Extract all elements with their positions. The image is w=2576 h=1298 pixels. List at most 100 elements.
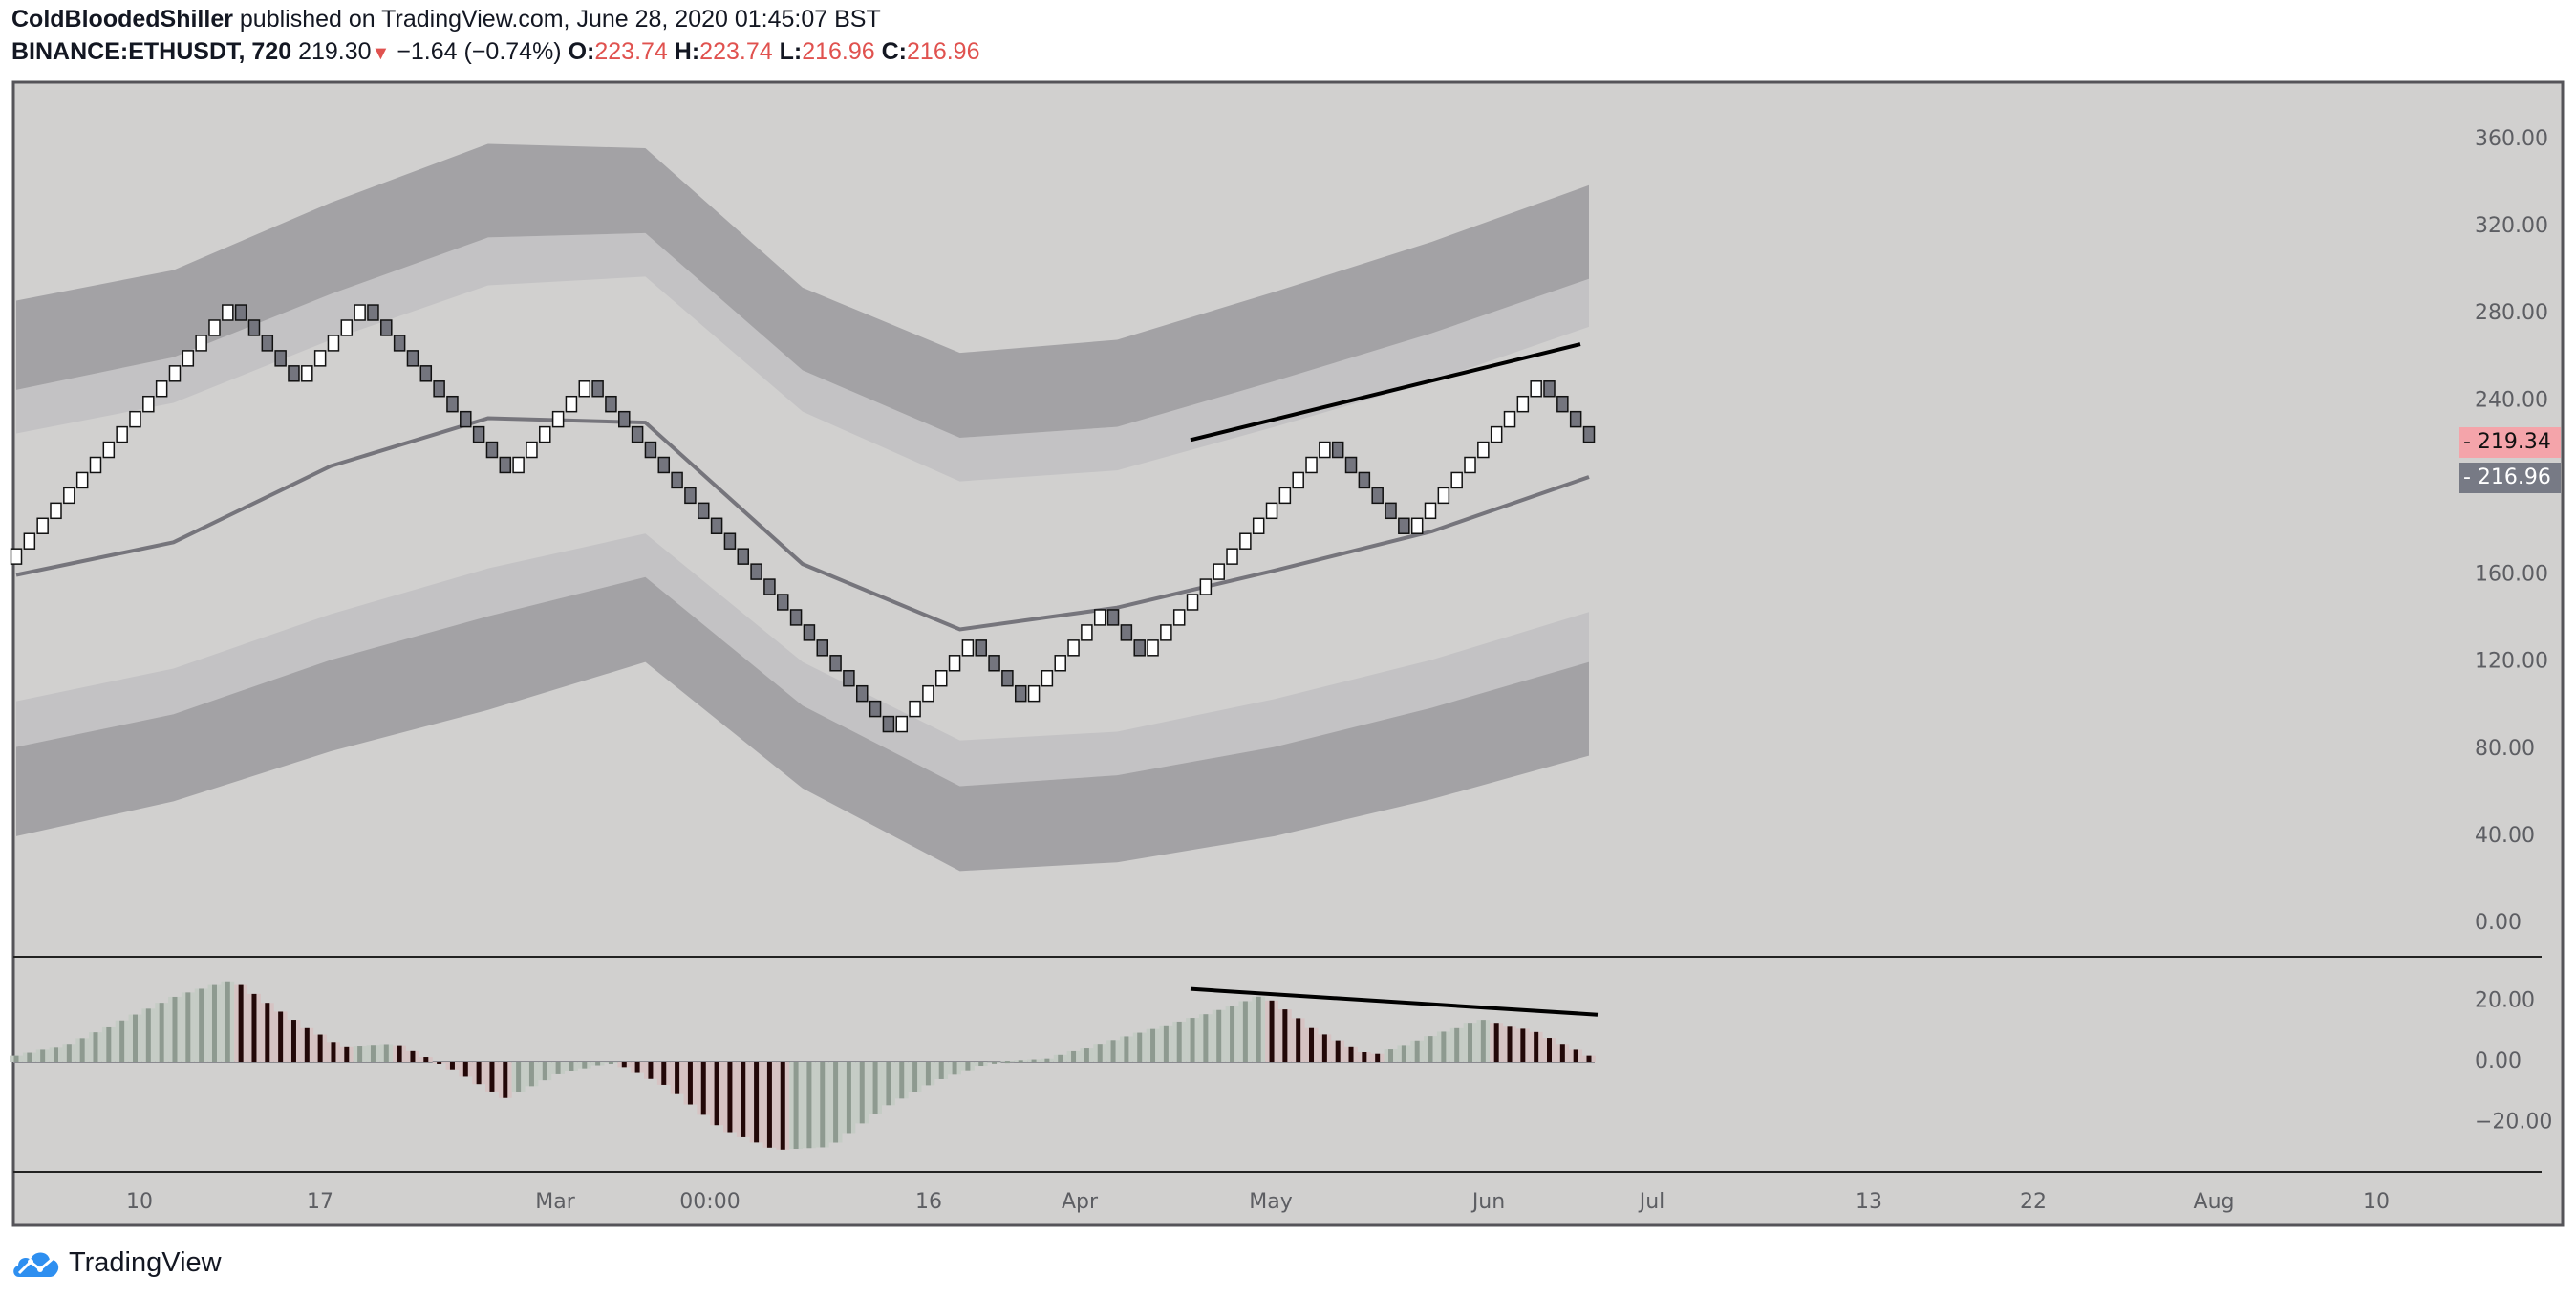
bull-brick (89, 456, 102, 474)
bull-brick (1081, 624, 1093, 641)
histogram-bar (992, 1061, 998, 1064)
bear-brick (657, 456, 671, 474)
histogram-bar (1203, 1014, 1209, 1062)
price-tag-bg (2459, 463, 2561, 493)
bull-brick (222, 304, 234, 321)
histogram-bar (489, 1062, 495, 1092)
bull-brick (1093, 609, 1106, 626)
bull-brick (1226, 548, 1238, 565)
bear-brick (380, 319, 393, 336)
histogram-bar (1348, 1046, 1354, 1062)
lower-outer-band (16, 576, 1589, 872)
histogram-bar (899, 1062, 905, 1099)
bull-brick (1464, 456, 1476, 474)
histogram-bar (1004, 1061, 1010, 1064)
histogram-bar (1256, 996, 1261, 1062)
bull-brick (50, 502, 62, 520)
bear-brick (605, 395, 617, 413)
histogram-bar (331, 1042, 336, 1062)
author-name[interactable]: ColdBloodedShiller (11, 6, 233, 32)
bear-brick (723, 532, 737, 550)
histogram-bar (925, 1062, 931, 1086)
histogram-bar (542, 1062, 547, 1081)
histogram-bar (1163, 1025, 1169, 1062)
bear-brick (1133, 639, 1146, 657)
histogram-bar (886, 1062, 891, 1106)
histogram-bar (1031, 1059, 1037, 1062)
bull-brick (512, 456, 525, 474)
histogram-bar (516, 1062, 522, 1092)
bear-brick (419, 365, 433, 382)
bull-brick (1252, 517, 1265, 534)
bear-brick (1398, 517, 1410, 534)
histogram-bar (119, 1020, 125, 1062)
bull-brick (1450, 471, 1463, 489)
histogram-bar (806, 1062, 812, 1149)
bull-brick (895, 715, 908, 733)
bull-brick (1516, 395, 1530, 413)
price-tick-label: 160.00 (2475, 563, 2548, 587)
bands-layer (15, 143, 1590, 872)
oscillator-histogram (10, 981, 1596, 1150)
time-tick-label: Apr (1062, 1190, 1099, 1214)
bear-brick (288, 365, 300, 382)
bull-brick (182, 350, 195, 367)
tradingview-brand[interactable]: TradingView (11, 1246, 222, 1279)
bear-brick (829, 655, 842, 672)
bull-brick (142, 395, 155, 413)
time-tick-label: 17 (307, 1190, 333, 1214)
histogram-bar (1084, 1048, 1089, 1062)
histogram-bar (1493, 1023, 1499, 1062)
bull-brick (340, 319, 354, 336)
histogram-bar (938, 1062, 944, 1079)
price-tick-label: 320.00 (2475, 214, 2548, 238)
oscillator-trendline (1190, 986, 1599, 1017)
bear-brick (247, 319, 261, 336)
bull-brick (934, 670, 948, 687)
bull-brick (195, 335, 207, 352)
axes[interactable]: 360.00320.00280.00240.00160.00120.0080.0… (126, 127, 2561, 1214)
histogram-bar (1507, 1026, 1513, 1062)
bull-brick (1319, 441, 1331, 459)
time-tick-label: 13 (1856, 1190, 1882, 1214)
histogram-bar (476, 1062, 482, 1085)
histogram-bar (1282, 1009, 1288, 1062)
bear-brick (631, 425, 644, 443)
bear-brick (988, 655, 1000, 672)
bull-brick (1160, 624, 1172, 641)
price-trendline (1190, 342, 1581, 443)
bull-brick (1530, 380, 1542, 398)
bull-brick (922, 684, 934, 703)
bear-brick (1569, 410, 1582, 428)
histogram-bar (383, 1044, 389, 1062)
histogram-bar (106, 1026, 112, 1062)
histogram-bar (357, 1046, 363, 1062)
histogram-bar (1586, 1055, 1592, 1062)
histogram-bar (1480, 1020, 1486, 1062)
bear-brick (499, 456, 512, 474)
price-tick-label: 360.00 (2475, 127, 2548, 151)
bear-brick (234, 304, 247, 321)
bull-brick (129, 410, 141, 428)
histogram-bar (66, 1044, 72, 1062)
histogram-bar (714, 1062, 719, 1126)
histogram-bar (437, 1062, 442, 1064)
last-price: 219.30 (298, 38, 372, 65)
histogram-bar (1335, 1040, 1341, 1062)
bull-brick (354, 304, 366, 321)
time-tick-label: Aug (2194, 1190, 2235, 1214)
price-tick-label: 40.00 (2475, 824, 2535, 848)
histogram-bar (687, 1062, 693, 1105)
bull-brick (1292, 471, 1304, 489)
bull-brick (1278, 487, 1292, 505)
histogram-bar (93, 1032, 98, 1062)
histogram-bar (1547, 1038, 1553, 1062)
time-tick-label: Jun (1470, 1190, 1505, 1214)
bull-brick (1147, 639, 1159, 657)
histogram-bar (1573, 1049, 1578, 1062)
time-tick-label: 10 (2363, 1190, 2390, 1214)
histogram-bar (965, 1062, 971, 1071)
bear-brick (803, 624, 816, 641)
bear-brick (446, 395, 459, 413)
